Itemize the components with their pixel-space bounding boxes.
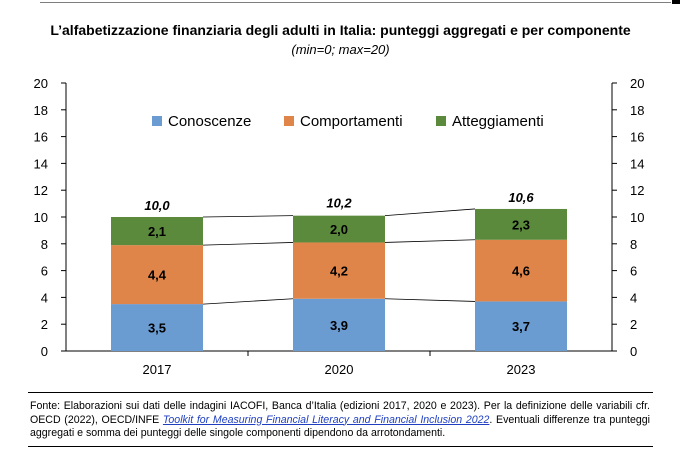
legend-label-atteggiamenti: Atteggiamenti [452, 113, 544, 130]
bar-segment-comportamenti [293, 242, 385, 299]
series-connector-line [202, 242, 294, 246]
series-connector-line [202, 298, 294, 305]
legend-label-comportamenti: Comportamenti [300, 113, 403, 130]
data-label-atteggiamenti: 2,1 [148, 224, 166, 239]
x-category-label: 2017 [143, 362, 172, 377]
y-tick-label-left: 20 [34, 76, 48, 91]
y-tick-label-right: 8 [630, 237, 637, 252]
y-tick-label-left: 2 [41, 317, 48, 332]
data-label-conoscenze: 3,5 [148, 321, 166, 336]
y-tick-label-left: 18 [34, 103, 48, 118]
total-label: 10,0 [144, 198, 170, 213]
y-tick-label-right: 10 [630, 210, 644, 225]
y-tick-label-left: 10 [34, 210, 48, 225]
y-tick-label-left: 16 [34, 130, 48, 145]
chart-subtitle: (min=0; max=20) [291, 42, 390, 57]
bar-segment-conoscenze [293, 298, 385, 351]
data-label-atteggiamenti: 2,3 [512, 217, 530, 232]
series-connector-line [384, 239, 476, 243]
y-tick-label-right: 2 [630, 317, 637, 332]
bar-segment-conoscenze [111, 304, 203, 351]
bar-segment-atteggiamenti [475, 208, 567, 240]
legend-swatch-conoscenze [152, 116, 162, 126]
source-link[interactable]: Toolkit for Measuring Financial Literacy… [162, 413, 490, 426]
data-label-conoscenze: 3,9 [330, 318, 348, 333]
total-label: 10,2 [326, 195, 352, 210]
top-right-mark [672, 0, 680, 4]
data-label-comportamenti: 4,6 [512, 264, 530, 279]
chart-bottom-rule [28, 392, 653, 393]
data-label-atteggiamenti: 2,0 [330, 222, 348, 237]
footer-bottom-rule [28, 446, 653, 447]
x-category-label: 2020 [325, 362, 354, 377]
x-category-label: 2023 [507, 362, 536, 377]
total-label: 10,6 [508, 190, 534, 205]
y-tick-label-right: 12 [630, 183, 644, 198]
chart-title: L’alfabetizzazione finanziaria degli adu… [50, 22, 631, 38]
y-tick-label-right: 16 [630, 130, 644, 145]
bar-segment-atteggiamenti [293, 215, 385, 243]
y-tick-label-right: 0 [630, 344, 637, 359]
bar-segment-atteggiamenti [111, 217, 203, 246]
y-tick-label-right: 20 [630, 76, 644, 91]
series-connector-line [202, 215, 294, 218]
data-label-conoscenze: 3,7 [512, 319, 530, 334]
data-label-comportamenti: 4,4 [148, 268, 167, 283]
y-tick-label-left: 8 [41, 237, 48, 252]
series-connector-line [384, 298, 476, 302]
series-connector-line [384, 208, 476, 217]
data-label-comportamenti: 4,2 [330, 264, 348, 279]
legend-swatch-atteggiamenti [436, 116, 446, 126]
legend-swatch-comportamenti [284, 116, 294, 126]
bar-segment-comportamenti [475, 239, 567, 302]
top-rule [0, 0, 681, 4]
source-text-prefix: Fonte: Elaborazioni sui dati delle indag… [30, 400, 650, 426]
legend-label-conoscenze: Conoscenze [168, 113, 251, 130]
bar-segment-conoscenze [475, 301, 567, 351]
y-tick-label-left: 6 [41, 264, 48, 279]
y-tick-label-left: 4 [41, 290, 48, 305]
y-tick-label-right: 14 [630, 156, 644, 171]
y-tick-label-right: 18 [630, 103, 644, 118]
y-tick-label-left: 14 [34, 156, 48, 171]
y-tick-label-right: 4 [630, 290, 637, 305]
y-tick-label-right: 6 [630, 264, 637, 279]
source-note: Fonte: Elaborazioni sui dati delle indag… [30, 400, 650, 441]
bar-segment-comportamenti [111, 245, 203, 305]
y-tick-label-left: 0 [41, 344, 48, 359]
y-tick-label-left: 12 [34, 183, 48, 198]
top-divider [40, 2, 671, 3]
source-text-suffix: . Eventuali differenze tra punteggi aggr… [30, 413, 651, 440]
